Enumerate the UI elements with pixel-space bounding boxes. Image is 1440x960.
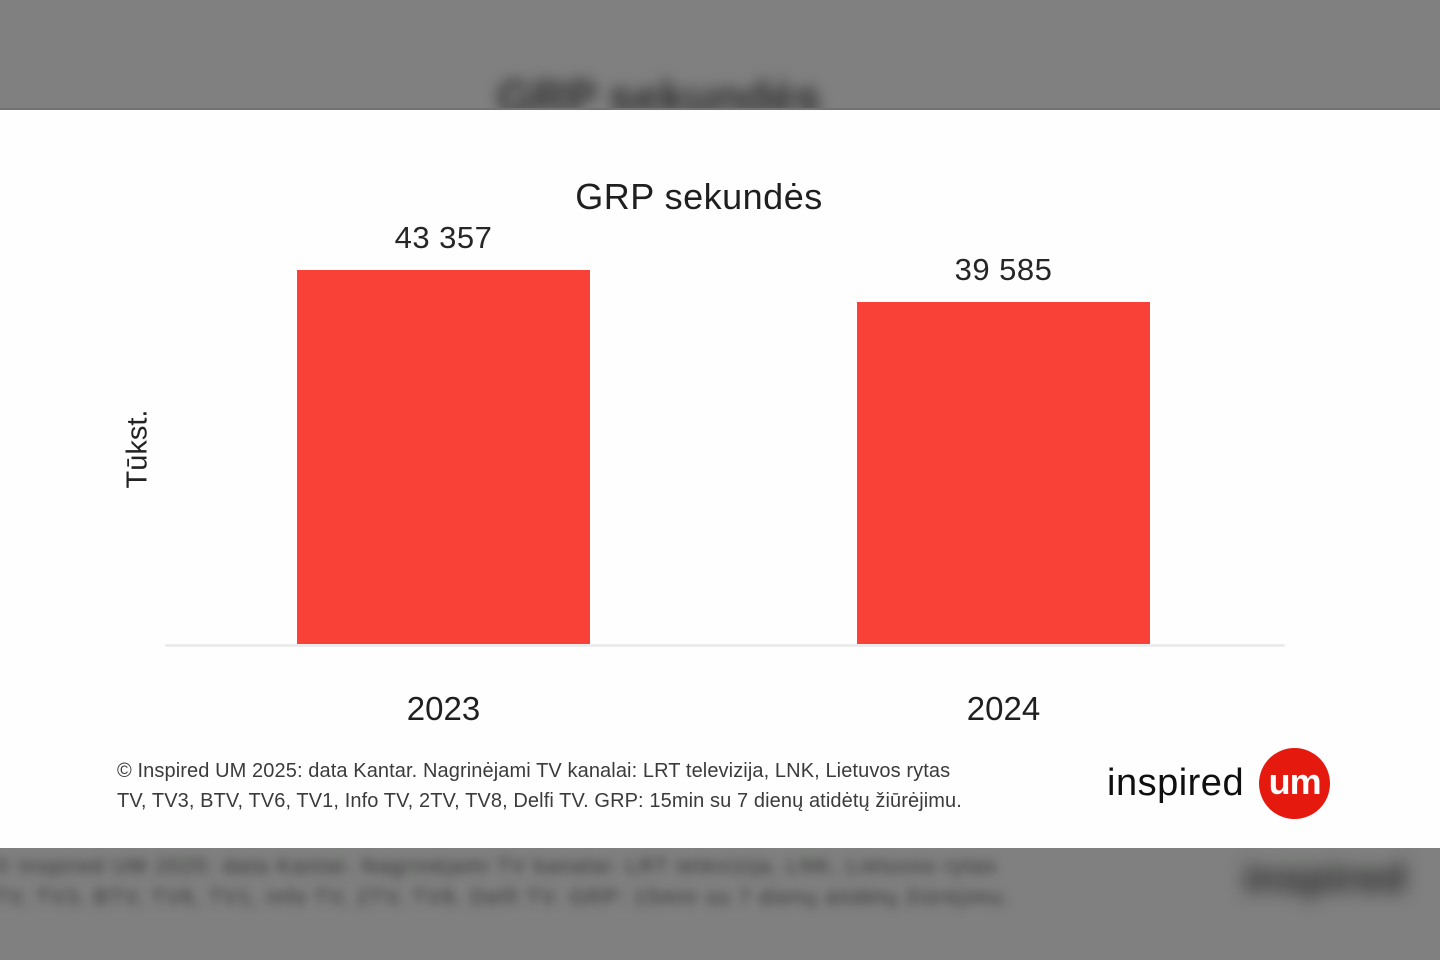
- chart-panel: GRP sekundės Tūkst. 43 357 39 585 2023 2…: [0, 110, 1440, 848]
- logo-wordmark: inspired: [1107, 762, 1245, 804]
- x-axis-line: [165, 644, 1285, 647]
- blurred-top-text: GRP sekundės: [497, 71, 821, 110]
- y-axis-label: Tūkst.: [121, 409, 154, 489]
- letterbox-bottom: © Inspired UM 2025: data Kantar. Nagrinė…: [0, 848, 1440, 960]
- chart-title: GRP sekundės: [575, 176, 823, 217]
- blurred-bottom-line-1: © Inspired UM 2025: data Kantar. Nagrinė…: [0, 855, 998, 878]
- bar-value-label: 43 357: [394, 220, 493, 255]
- bar-group-2024: 39 585: [857, 222, 1150, 644]
- inspired-um-logo: inspired um: [1107, 748, 1331, 819]
- x-tick-2023: 2023: [406, 690, 481, 727]
- logo-um-badge: um: [1259, 748, 1331, 819]
- blurred-bottom-line-2: TV, TV3, BTV, TV6, TV1, Info TV, 2TV, TV…: [0, 886, 1011, 909]
- bar-2024: [857, 302, 1150, 644]
- source-note: © Inspired UM 2025: data Kantar. Nagrinė…: [117, 756, 962, 816]
- source-note-line-2: TV, TV3, BTV, TV6, TV1, Info TV, 2TV, TV…: [117, 790, 962, 812]
- source-note-line-1: © Inspired UM 2025: data Kantar. Nagrinė…: [117, 760, 951, 782]
- bar-value-label: 39 585: [954, 252, 1053, 287]
- letterbox-top: GRP sekundės: [0, 0, 1440, 110]
- x-tick-2024: 2024: [966, 690, 1041, 727]
- bar-group-2023: 43 357: [297, 222, 590, 644]
- bar-2023: [297, 270, 590, 644]
- blurred-bottom-logo: inspired: [1243, 854, 1407, 901]
